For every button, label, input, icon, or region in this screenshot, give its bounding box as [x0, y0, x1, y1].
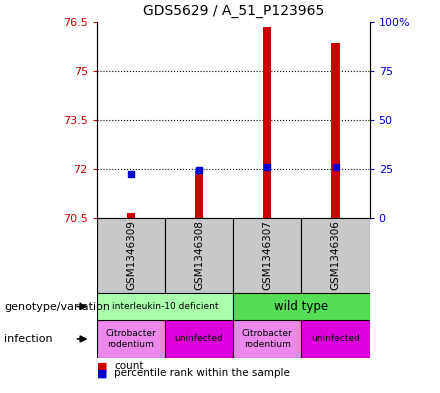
Text: uninfected: uninfected [311, 334, 360, 343]
Text: GSM1346308: GSM1346308 [194, 220, 204, 290]
Text: interleukin-10 deficient: interleukin-10 deficient [112, 302, 218, 311]
Text: ■: ■ [97, 368, 107, 378]
Bar [165, 320, 233, 358]
Text: percentile rank within the sample: percentile rank within the sample [114, 368, 290, 378]
Bar [301, 320, 370, 358]
Text: GSM1346309: GSM1346309 [126, 220, 136, 290]
Bar [195, 171, 203, 218]
Bar [165, 218, 233, 293]
Bar [331, 43, 340, 218]
Bar [233, 293, 370, 320]
Text: GSM1346307: GSM1346307 [262, 220, 272, 290]
Text: genotype/variation: genotype/variation [4, 301, 110, 312]
Text: count: count [114, 361, 144, 371]
Text: Citrobacter
rodentium: Citrobacter rodentium [106, 329, 156, 349]
Bar [263, 27, 271, 218]
Bar [97, 320, 165, 358]
Text: infection: infection [4, 334, 53, 344]
Bar [97, 293, 233, 320]
Text: ■: ■ [97, 361, 107, 371]
Title: GDS5629 / A_51_P123965: GDS5629 / A_51_P123965 [143, 4, 324, 18]
Text: wild type: wild type [274, 300, 329, 313]
Bar [233, 218, 301, 293]
Text: GSM1346306: GSM1346306 [330, 220, 341, 290]
Text: uninfected: uninfected [175, 334, 224, 343]
Bar [127, 213, 135, 218]
Text: Citrobacter
rodentium: Citrobacter rodentium [242, 329, 293, 349]
Bar [97, 218, 165, 293]
Bar [301, 218, 370, 293]
Bar [233, 320, 301, 358]
